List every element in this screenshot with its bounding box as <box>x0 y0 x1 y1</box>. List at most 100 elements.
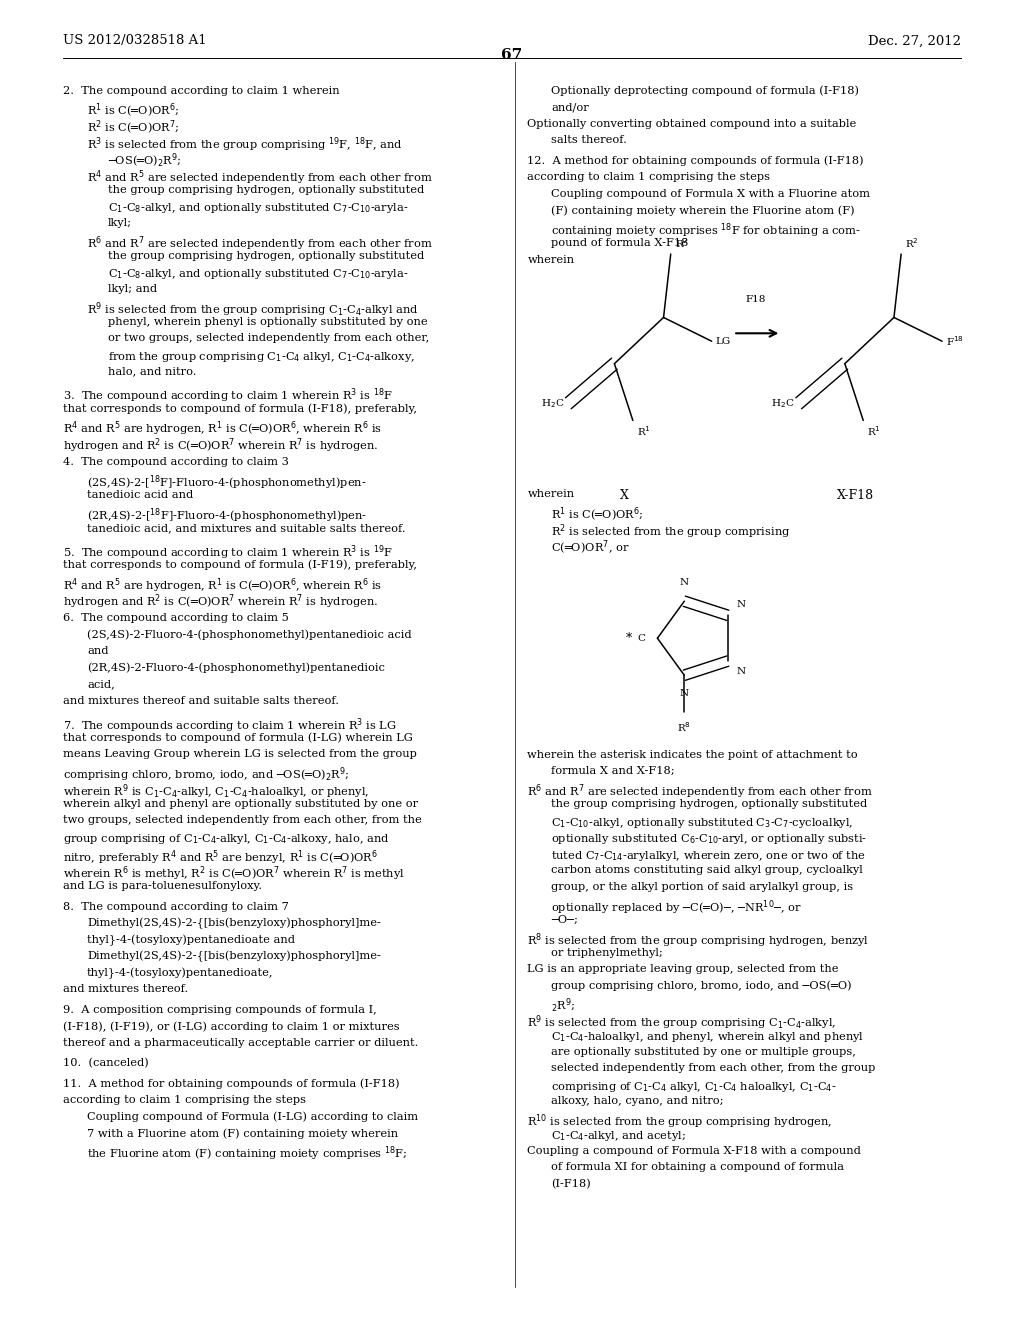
Text: Optionally deprotecting compound of formula (I-F18): Optionally deprotecting compound of form… <box>551 86 859 96</box>
Text: (2R,4S)-2-[$^{18}$F]-Fluoro-4-(phosphonomethyl)pen-: (2R,4S)-2-[$^{18}$F]-Fluoro-4-(phosphono… <box>87 506 368 525</box>
Text: R$^2$ is selected from the group comprising: R$^2$ is selected from the group compris… <box>551 521 791 541</box>
Text: 67: 67 <box>502 48 522 62</box>
Text: Coupling compound of Formula X with a Fluorine atom: Coupling compound of Formula X with a Fl… <box>551 189 870 199</box>
Text: R$^6$ and R$^7$ are selected independently from each other from: R$^6$ and R$^7$ are selected independent… <box>87 234 432 253</box>
Text: Dec. 27, 2012: Dec. 27, 2012 <box>867 34 961 48</box>
Text: wherein R$^6$ is methyl, R$^2$ is C(═O)OR$^7$ wherein R$^7$ is methyl: wherein R$^6$ is methyl, R$^2$ is C(═O)O… <box>63 865 406 883</box>
Text: are optionally substituted by one or multiple groups,: are optionally substituted by one or mul… <box>551 1047 856 1057</box>
Text: formula X and X-F18;: formula X and X-F18; <box>551 766 675 776</box>
Text: the group comprising hydrogen, optionally substituted: the group comprising hydrogen, optionall… <box>551 799 867 809</box>
Text: R$^8$ is selected from the group comprising hydrogen, benzyl: R$^8$ is selected from the group compris… <box>527 931 869 950</box>
Text: according to claim 1 comprising the steps: according to claim 1 comprising the step… <box>63 1094 306 1105</box>
Text: C$_1$-C$_8$-alkyl, and optionally substituted C$_7$-C$_{10}$-aryla-: C$_1$-C$_8$-alkyl, and optionally substi… <box>108 201 408 215</box>
Text: Dimethyl(2S,4S)-2-{[bis(benzyloxy)phosphoryl]me-: Dimethyl(2S,4S)-2-{[bis(benzyloxy)phosph… <box>87 950 381 962</box>
Text: thyl}-4-(tosyloxy)pentanedioate,: thyl}-4-(tosyloxy)pentanedioate, <box>87 968 273 979</box>
Text: C: C <box>637 634 645 643</box>
Text: and mixtures thereof.: and mixtures thereof. <box>63 983 188 994</box>
Text: R$^2$: R$^2$ <box>675 236 688 249</box>
Text: tuted C$_7$-C$_{14}$-arylalkyl, wherein zero, one or two of the: tuted C$_7$-C$_{14}$-arylalkyl, wherein … <box>551 849 865 863</box>
Text: phenyl, wherein phenyl is optionally substituted by one: phenyl, wherein phenyl is optionally sub… <box>108 317 427 327</box>
Text: wherein: wherein <box>527 488 574 499</box>
Text: 7.  The compounds according to claim 1 wherein R$^3$ is LG: 7. The compounds according to claim 1 wh… <box>63 715 397 735</box>
Text: and mixtures thereof and suitable salts thereof.: and mixtures thereof and suitable salts … <box>63 696 340 706</box>
Text: or triphenylmethyl;: or triphenylmethyl; <box>551 948 663 958</box>
Text: according to claim 1 comprising the steps: according to claim 1 comprising the step… <box>527 172 770 182</box>
Text: Coupling compound of Formula (I-LG) according to claim: Coupling compound of Formula (I-LG) acco… <box>87 1111 418 1122</box>
Text: the group comprising hydrogen, optionally substituted: the group comprising hydrogen, optionall… <box>108 185 424 195</box>
Text: H$_2$C: H$_2$C <box>771 397 795 409</box>
Text: F$^{18}$: F$^{18}$ <box>946 334 965 348</box>
Text: tanedioic acid, and mixtures and suitable salts thereof.: tanedioic acid, and mixtures and suitabl… <box>87 523 406 533</box>
Text: thereof and a pharmaceutically acceptable carrier or diluent.: thereof and a pharmaceutically acceptabl… <box>63 1038 419 1048</box>
Text: carbon atoms constituting said alkyl group, cycloalkyl: carbon atoms constituting said alkyl gro… <box>551 865 862 875</box>
Text: group comprising of C$_1$-C$_4$-alkyl, C$_1$-C$_4$-alkoxy, halo, and: group comprising of C$_1$-C$_4$-alkyl, C… <box>63 832 390 846</box>
Text: *: * <box>626 632 632 644</box>
Text: R$^1$: R$^1$ <box>637 424 651 438</box>
Text: 9.  A composition comprising compounds of formula I,: 9. A composition comprising compounds of… <box>63 1005 377 1015</box>
Text: lkyl;: lkyl; <box>108 218 131 228</box>
Text: optionally replaced by ─C(═O)─, ─NR$^{10}$─, or: optionally replaced by ─C(═O)─, ─NR$^{10… <box>551 898 802 917</box>
Text: group comprising chloro, bromo, iodo, and ─OS(═O): group comprising chloro, bromo, iodo, an… <box>551 981 852 991</box>
Text: 12.  A method for obtaining compounds of formula (I-F18): 12. A method for obtaining compounds of … <box>527 156 864 166</box>
Text: of formula XI for obtaining a compound of formula: of formula XI for obtaining a compound o… <box>551 1162 844 1172</box>
Text: ─OS(═O)$_2$R$^9$;: ─OS(═O)$_2$R$^9$; <box>108 152 181 170</box>
Text: pound of formula X-F18: pound of formula X-F18 <box>551 238 688 248</box>
Text: wherein the asterisk indicates the point of attachment to: wherein the asterisk indicates the point… <box>527 750 858 760</box>
Text: (I-F18): (I-F18) <box>551 1179 591 1189</box>
Text: 11.  A method for obtaining compounds of formula (I-F18): 11. A method for obtaining compounds of … <box>63 1078 400 1089</box>
Text: from the group comprising C$_1$-C$_4$ alkyl, C$_1$-C$_4$-alkoxy,: from the group comprising C$_1$-C$_4$ al… <box>108 350 415 364</box>
Text: optionally substituted C$_6$-C$_{10}$-aryl, or optionally substi-: optionally substituted C$_6$-C$_{10}$-ar… <box>551 832 867 846</box>
Text: R$^9$ is selected from the group comprising C$_1$-C$_4$-alkyl and: R$^9$ is selected from the group compris… <box>87 300 419 319</box>
Text: X-F18: X-F18 <box>837 488 873 502</box>
Text: R$^4$ and R$^5$ are hydrogen, R$^1$ is C(═O)OR$^6$, wherein R$^6$ is: R$^4$ and R$^5$ are hydrogen, R$^1$ is C… <box>63 576 382 595</box>
Text: C(═O)OR$^7$, or: C(═O)OR$^7$, or <box>551 539 630 557</box>
Text: X: X <box>621 488 629 502</box>
Text: 3.  The compound according to claim 1 wherein R$^3$ is $^{18}$F: 3. The compound according to claim 1 whe… <box>63 387 393 405</box>
Text: alkoxy, halo, cyano, and nitro;: alkoxy, halo, cyano, and nitro; <box>551 1096 723 1106</box>
Text: group, or the alkyl portion of said arylalkyl group, is: group, or the alkyl portion of said aryl… <box>551 882 853 892</box>
Text: N: N <box>680 689 689 698</box>
Text: acid,: acid, <box>87 678 115 689</box>
Text: C$_1$-C$_{10}$-alkyl, optionally substituted C$_3$-C$_7$-cycloalkyl,: C$_1$-C$_{10}$-alkyl, optionally substit… <box>551 816 853 830</box>
Text: that corresponds to compound of formula (I-LG) wherein LG: that corresponds to compound of formula … <box>63 733 414 743</box>
Text: R$^6$ and R$^7$ are selected independently from each other from: R$^6$ and R$^7$ are selected independent… <box>527 783 872 801</box>
Text: comprising chloro, bromo, iodo, and ─OS(═O)$_2$R$^9$;: comprising chloro, bromo, iodo, and ─OS(… <box>63 766 350 784</box>
Text: N: N <box>736 601 745 610</box>
Text: C$_1$-C$_4$-haloalkyl, and phenyl, wherein alkyl and phenyl: C$_1$-C$_4$-haloalkyl, and phenyl, where… <box>551 1030 864 1044</box>
Text: R$^1$: R$^1$ <box>867 424 882 438</box>
Text: Coupling a compound of Formula X-F18 with a compound: Coupling a compound of Formula X-F18 wit… <box>527 1146 861 1156</box>
Text: and/or: and/or <box>551 103 589 112</box>
Text: wherein alkyl and phenyl are optionally substituted by one or: wherein alkyl and phenyl are optionally … <box>63 799 419 809</box>
Text: LG: LG <box>716 337 731 346</box>
Text: that corresponds to compound of formula (I-F18), preferably,: that corresponds to compound of formula … <box>63 403 418 414</box>
Text: C$_1$-C$_8$-alkyl, and optionally substituted C$_7$-C$_{10}$-aryla-: C$_1$-C$_8$-alkyl, and optionally substi… <box>108 267 408 281</box>
Text: 7 with a Fluorine atom (F) containing moiety wherein: 7 with a Fluorine atom (F) containing mo… <box>87 1127 398 1139</box>
Text: R$^2$: R$^2$ <box>905 236 919 249</box>
Text: R$^4$ and R$^5$ are hydrogen, R$^1$ is C(═O)OR$^6$, wherein R$^6$ is: R$^4$ and R$^5$ are hydrogen, R$^1$ is C… <box>63 420 382 438</box>
Text: containing moiety comprises $^{18}$F for obtaining a com-: containing moiety comprises $^{18}$F for… <box>551 222 861 240</box>
Text: 2.  The compound according to claim 1 wherein: 2. The compound according to claim 1 whe… <box>63 86 340 96</box>
Text: R$^1$ is C(═O)OR$^6$;: R$^1$ is C(═O)OR$^6$; <box>551 506 643 524</box>
Text: 10.  (canceled): 10. (canceled) <box>63 1057 150 1068</box>
Text: N: N <box>736 667 745 676</box>
Text: N: N <box>680 578 689 587</box>
Text: Optionally converting obtained compound into a suitable: Optionally converting obtained compound … <box>527 119 857 129</box>
Text: 8.  The compound according to claim 7: 8. The compound according to claim 7 <box>63 902 290 912</box>
Text: (F) containing moiety wherein the Fluorine atom (F): (F) containing moiety wherein the Fluori… <box>551 205 855 216</box>
Text: lkyl; and: lkyl; and <box>108 284 157 294</box>
Text: US 2012/0328518 A1: US 2012/0328518 A1 <box>63 34 207 48</box>
Text: R$^4$ and R$^5$ are selected independently from each other from: R$^4$ and R$^5$ are selected independent… <box>87 168 432 187</box>
Text: hydrogen and R$^2$ is C(═O)OR$^7$ wherein R$^7$ is hydrogen.: hydrogen and R$^2$ is C(═O)OR$^7$ wherei… <box>63 436 379 455</box>
Text: ─O─;: ─O─; <box>551 915 578 925</box>
Text: (2R,4S)-2-Fluoro-4-(phosphonomethyl)pentanedioic: (2R,4S)-2-Fluoro-4-(phosphonomethyl)pent… <box>87 663 385 673</box>
Text: (2S,4S)-2-Fluoro-4-(phosphonomethyl)pentanedioic acid: (2S,4S)-2-Fluoro-4-(phosphonomethyl)pent… <box>87 630 412 640</box>
Text: nitro, preferably R$^4$ and R$^5$ are benzyl, R$^1$ is C(═O)OR$^6$: nitro, preferably R$^4$ and R$^5$ are be… <box>63 847 379 867</box>
Text: 4.  The compound according to claim 3: 4. The compound according to claim 3 <box>63 457 290 467</box>
Text: means Leaving Group wherein LG is selected from the group: means Leaving Group wherein LG is select… <box>63 748 418 759</box>
Text: H$_2$C: H$_2$C <box>541 397 564 409</box>
Text: F18: F18 <box>745 296 766 304</box>
Text: LG is an appropriate leaving group, selected from the: LG is an appropriate leaving group, sele… <box>527 964 839 974</box>
Text: (2S,4S)-2-[$^{18}$F]-Fluoro-4-(phosphonomethyl)pen-: (2S,4S)-2-[$^{18}$F]-Fluoro-4-(phosphono… <box>87 473 367 492</box>
Text: R$^{10}$ is selected from the group comprising hydrogen,: R$^{10}$ is selected from the group comp… <box>527 1113 833 1131</box>
Text: R$^3$ is selected from the group comprising $^{19}$F, $^{18}$F, and: R$^3$ is selected from the group compris… <box>87 135 402 154</box>
